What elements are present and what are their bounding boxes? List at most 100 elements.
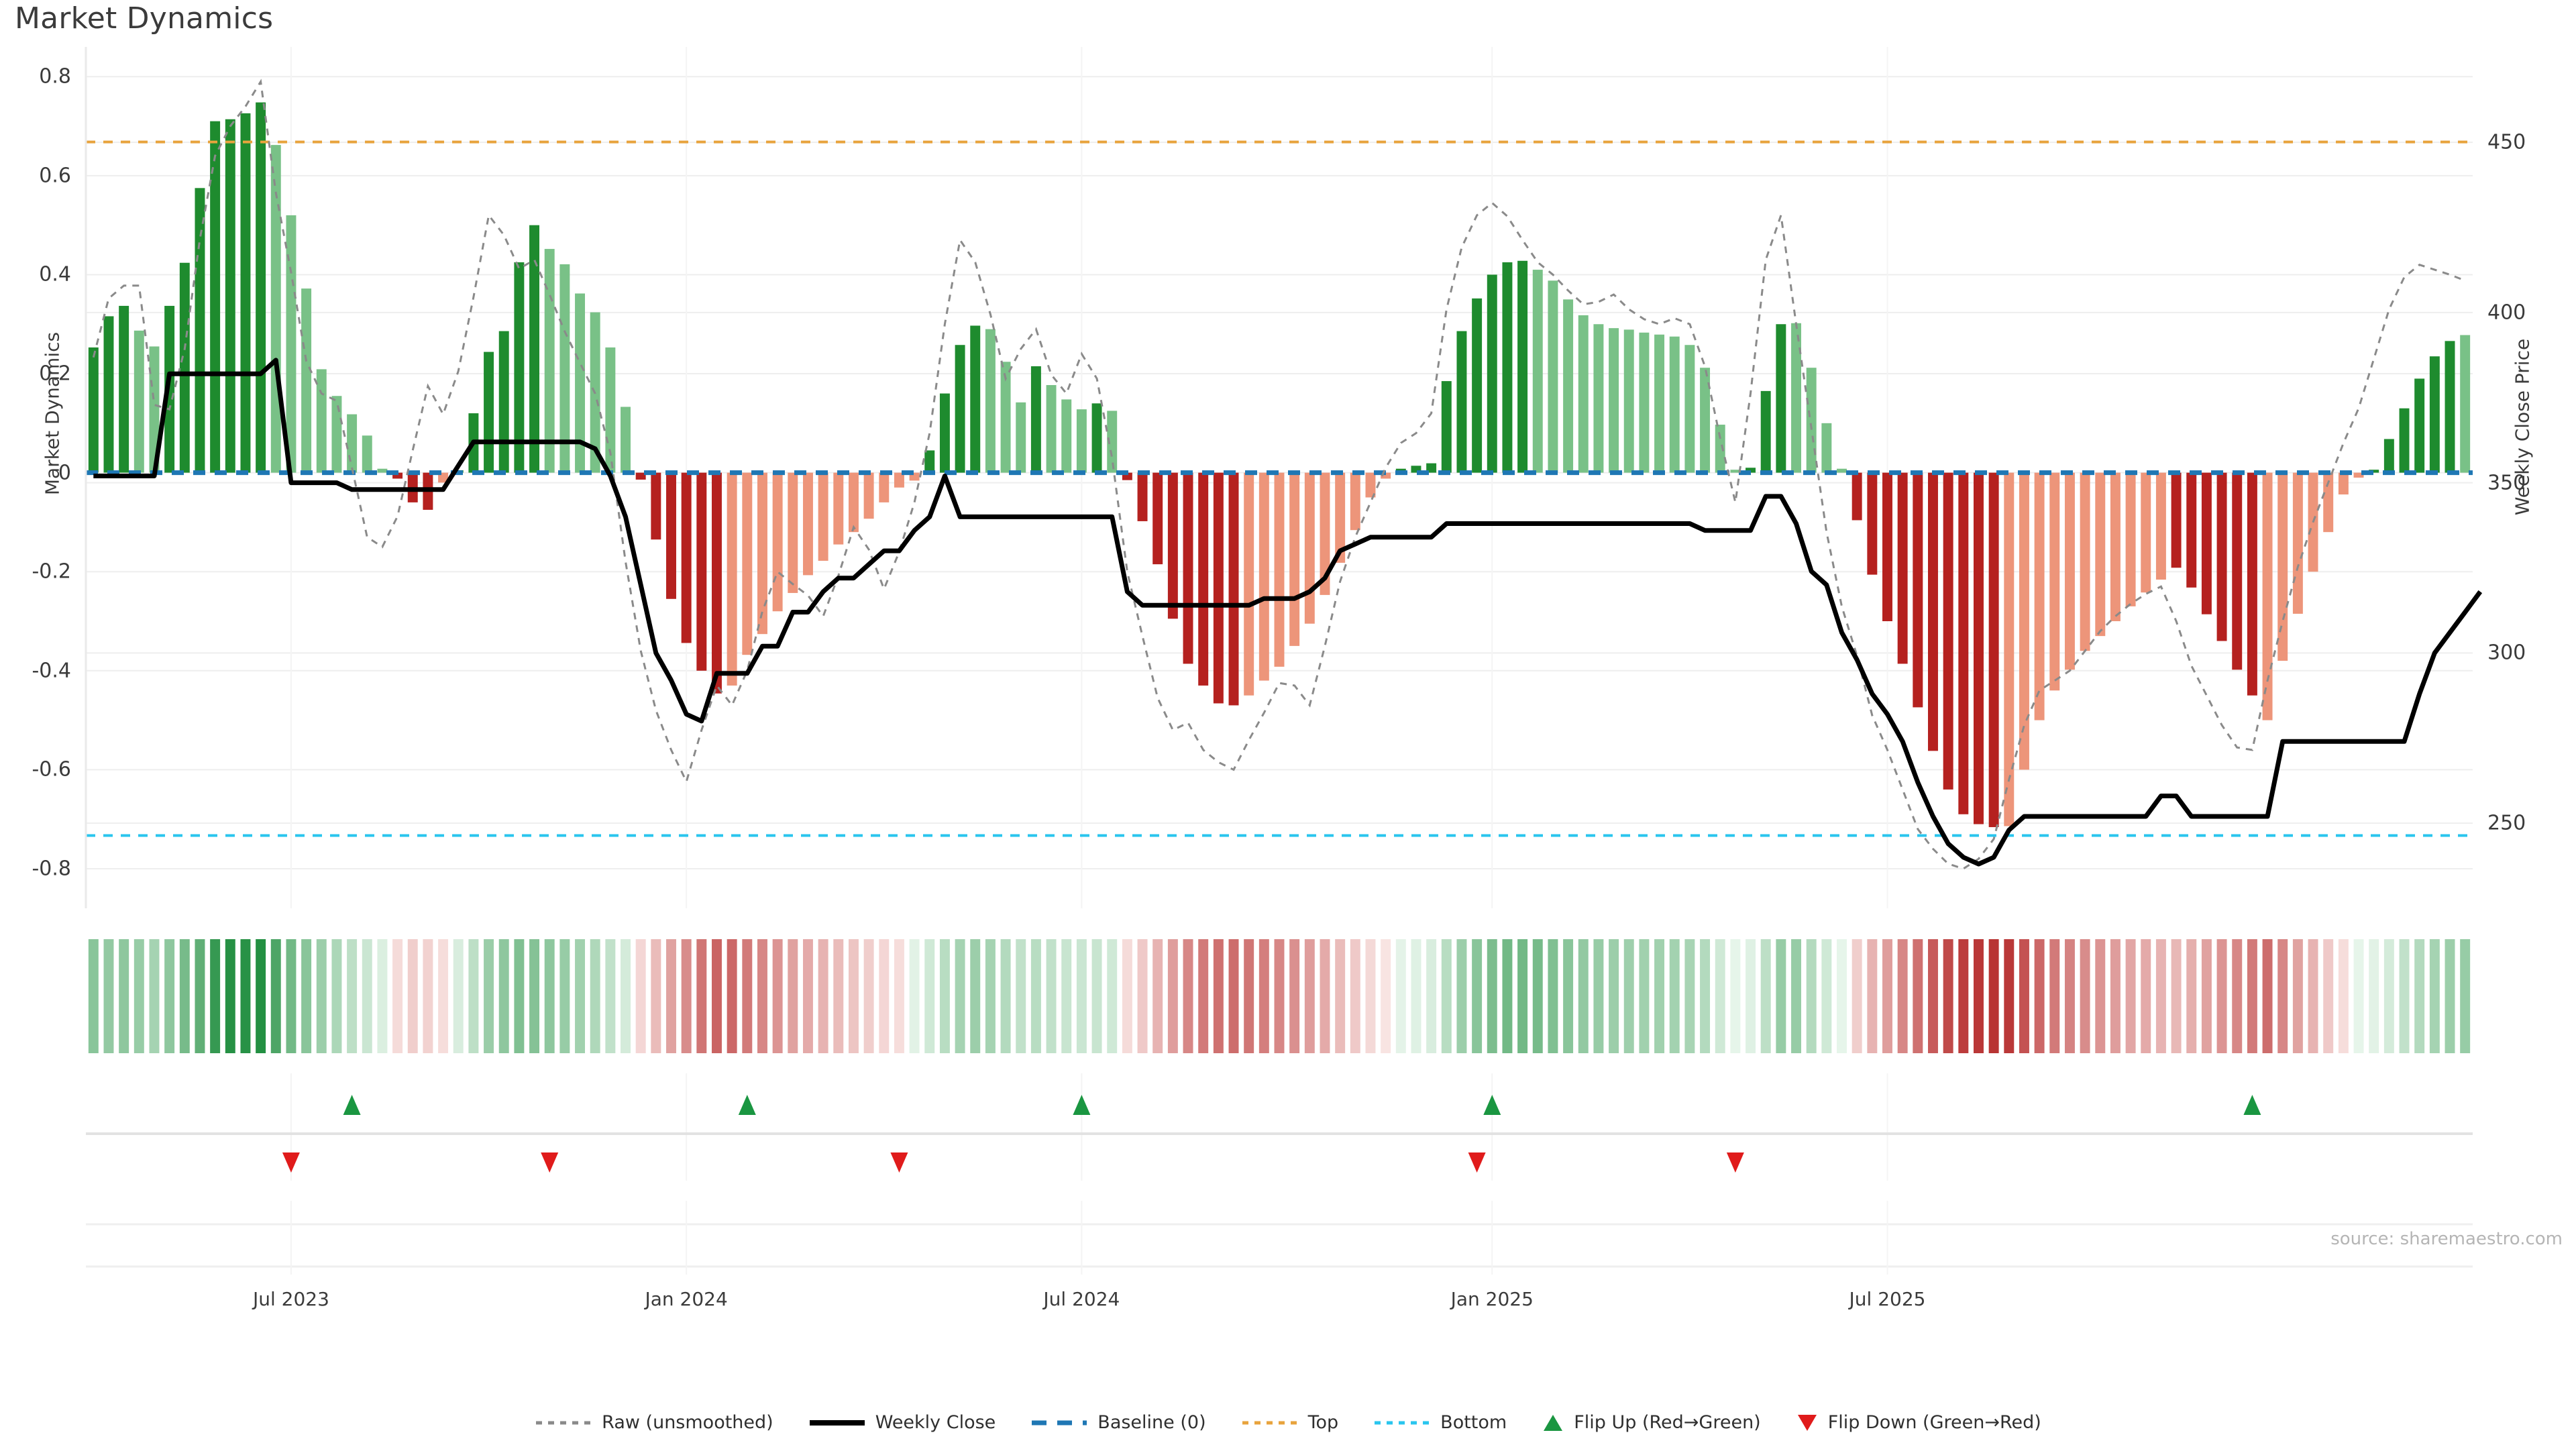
- bar: [1821, 423, 1832, 473]
- bar: [1882, 472, 1892, 621]
- legend-item[interactable]: Flip Up (Red→Green): [1542, 1412, 1761, 1433]
- bar: [788, 472, 798, 593]
- bar: [1639, 332, 1650, 473]
- strip-cell: [1426, 939, 1437, 1053]
- weekly-close-line: [93, 358, 2483, 867]
- chart-legend: Raw (unsmoothed) Weekly Close Baseline (0)…: [0, 1412, 2576, 1433]
- strip-cell: [1548, 939, 1558, 1053]
- legend-item[interactable]: Flip Down (Green→Red): [1796, 1412, 2041, 1433]
- strip-cell: [1441, 939, 1452, 1053]
- bar: [498, 331, 509, 473]
- up-triangle-icon: [1542, 1413, 1564, 1433]
- strip-cell: [2155, 939, 2166, 1053]
- strip-cell: [2429, 939, 2440, 1053]
- strip-cell: [2460, 939, 2471, 1053]
- bar: [1760, 390, 1771, 473]
- legend-item[interactable]: Raw (unsmoothed): [535, 1412, 773, 1433]
- strip-cell: [514, 939, 525, 1053]
- bar-series: [88, 102, 2471, 827]
- bar: [1548, 280, 1558, 473]
- x-tick: Jul 2025: [1849, 1288, 1926, 1310]
- bar: [1867, 472, 1878, 575]
- bar: [2110, 472, 2121, 621]
- legend-item[interactable]: Baseline (0): [1030, 1412, 1206, 1433]
- y-tick-left: -0.2: [32, 559, 71, 584]
- bar: [848, 472, 859, 533]
- strip-cell: [1943, 939, 1953, 1053]
- legend-item[interactable]: Top: [1241, 1412, 1339, 1433]
- strip-cell: [2110, 939, 2121, 1053]
- bar: [2155, 472, 2166, 580]
- bar: [2232, 472, 2243, 670]
- bar: [2460, 335, 2471, 473]
- x-tick: Jan 2025: [1450, 1288, 1534, 1310]
- bar: [559, 264, 570, 473]
- bar: [1609, 328, 1619, 473]
- bar: [149, 346, 160, 473]
- strip-cell: [225, 939, 235, 1053]
- bar: [1623, 329, 1634, 473]
- strip-cell: [2338, 939, 2349, 1053]
- strip-cell: [1867, 939, 1878, 1053]
- bar: [529, 225, 540, 473]
- strip-cell: [1274, 939, 1285, 1053]
- legend-item[interactable]: Bottom: [1373, 1412, 1507, 1433]
- strip-cell: [1988, 939, 1999, 1053]
- strip-cell: [362, 939, 372, 1053]
- bar: [2383, 439, 2394, 473]
- bar: [2323, 472, 2334, 533]
- strip-cell: [2049, 939, 2060, 1053]
- strip-cell: [149, 939, 160, 1053]
- strip-cell: [2171, 939, 2182, 1053]
- bar: [1776, 324, 1786, 473]
- bar: [195, 188, 205, 473]
- strip-cell: [635, 939, 646, 1053]
- bar: [225, 119, 235, 473]
- bar: [955, 345, 965, 473]
- strip-cell: [970, 939, 981, 1053]
- strip-cell: [1669, 939, 1680, 1053]
- strip-cell: [2353, 939, 2364, 1053]
- strip-cell: [696, 939, 707, 1053]
- bar: [316, 369, 327, 473]
- strip-cell: [195, 939, 205, 1053]
- bar: [818, 472, 828, 561]
- strip-cell: [468, 939, 479, 1053]
- y-tick-left: 0: [58, 461, 71, 485]
- strip-cell: [1715, 939, 1725, 1053]
- bar: [331, 396, 342, 473]
- bar: [1228, 472, 1239, 706]
- bar: [1030, 366, 1041, 473]
- bar: [1472, 298, 1483, 473]
- strip-cell: [2019, 939, 2029, 1053]
- dotted-line-icon: [535, 1418, 592, 1428]
- strip-cell: [1304, 939, 1315, 1053]
- legend-item[interactable]: Weekly Close: [808, 1412, 996, 1433]
- y-axis-right-label: Weekly Close Price: [2511, 338, 2534, 516]
- bar: [1107, 411, 1118, 473]
- chart-title: Market Dynamics: [15, 1, 274, 36]
- strip-cell: [2095, 939, 2106, 1053]
- bar: [2034, 472, 2045, 720]
- strip-cell: [1532, 939, 1543, 1053]
- strip-cell: [621, 939, 631, 1053]
- strip-cell: [286, 939, 297, 1053]
- bar: [2019, 472, 2029, 770]
- bar: [712, 472, 722, 694]
- bar: [2064, 472, 2075, 670]
- bar: [301, 288, 312, 473]
- legend-label: Weekly Close: [875, 1412, 996, 1433]
- bar: [1441, 381, 1452, 473]
- strip-cell: [802, 939, 813, 1053]
- bar: [2277, 472, 2288, 661]
- flip-down-marker: [890, 1152, 908, 1173]
- bar: [256, 102, 266, 473]
- strip-cell: [2445, 939, 2455, 1053]
- bar: [2399, 408, 2410, 473]
- strip-cell: [590, 939, 600, 1053]
- bar: [1183, 472, 1193, 664]
- strip-cell: [133, 939, 144, 1053]
- strip-cell: [651, 939, 661, 1053]
- strip-cell: [2004, 939, 2015, 1053]
- legend-label: Top: [1307, 1412, 1339, 1433]
